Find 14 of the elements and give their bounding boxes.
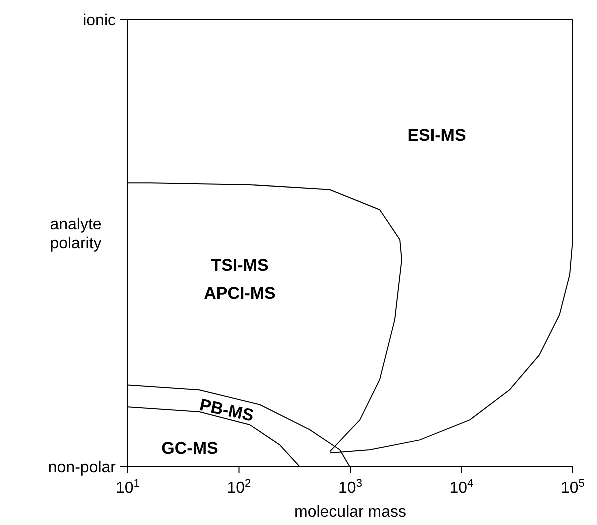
annotation: TSI-MS: [211, 256, 269, 275]
annotation: GC-MS: [162, 438, 218, 458]
annotation: PB-MS: [198, 395, 256, 426]
x-tick-label: 10$^{5}$: [560, 478, 586, 497]
x-tick-label: 10$^{2}$: [227, 478, 252, 497]
x-axis-title: molecular mass: [294, 504, 407, 521]
x-tick-label: 10$^{4}$: [450, 478, 474, 497]
x-tick-label: 10$^{3}$: [338, 478, 363, 497]
text: ionic: [83, 12, 116, 30]
y-axis-title: analyte polarity: [50, 216, 102, 253]
annotation: ESI-MS: [408, 126, 466, 145]
text: non-polar: [48, 460, 117, 477]
x-tick-label: 10$^{1}$: [116, 478, 140, 497]
annotation: APCI-MS: [204, 284, 276, 303]
